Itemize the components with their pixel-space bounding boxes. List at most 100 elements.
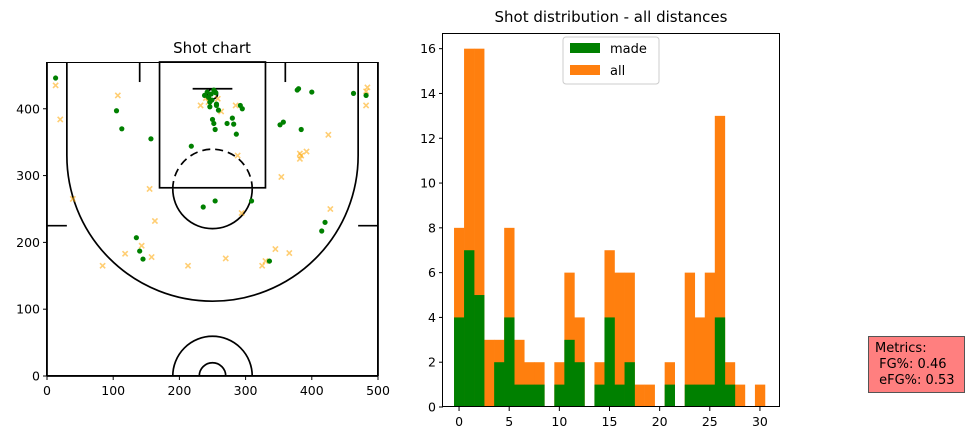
free-throw-circle-upper [171, 148, 254, 189]
made-bar [574, 362, 585, 407]
made-shot-marker [322, 219, 328, 225]
made-shot-marker [229, 115, 235, 121]
missed-shot-marker [327, 205, 334, 213]
missed-shot-marker [121, 250, 129, 257]
made-shot-marker [133, 235, 139, 241]
shot-chart-x-axis: 0 100 200 300 400 500 [43, 376, 390, 398]
y-tick-label: 100 [16, 302, 40, 317]
made-bar [464, 250, 475, 407]
made-shot-marker [266, 258, 273, 264]
missed-shot-marker [362, 88, 370, 95]
missed-shot-marker [325, 131, 332, 138]
made-bar [624, 362, 635, 407]
made-shot-marker [209, 97, 215, 103]
shot-chart-title: Shot chart [173, 39, 251, 57]
all-bar [694, 317, 706, 407]
shot-chart-y-axis: 0 100 200 300 400 [16, 101, 47, 384]
histogram-title: Shot distribution - all distances [495, 8, 728, 26]
made-shot-marker [231, 121, 237, 127]
made-shot-marker [239, 106, 245, 112]
made-bar [524, 384, 535, 407]
made-bar [614, 384, 625, 407]
all-bar [484, 339, 495, 407]
made-bar [454, 317, 465, 407]
y-tick-label: 6 [428, 265, 436, 280]
missed-shot-marker [286, 249, 293, 257]
made-shot-marker [208, 91, 214, 97]
made-shot-marker [200, 204, 206, 210]
missed-shot-marker [362, 102, 370, 109]
y-tick-label: 0 [428, 400, 436, 415]
made-shot-marker [280, 119, 286, 125]
x-tick-label: 0 [43, 383, 51, 398]
missed-shot-marker [278, 173, 285, 181]
all-bar [464, 48, 475, 408]
missed-shot-marker [57, 116, 64, 123]
histogram-x-axis: 0 5 10 15 20 25 30 [455, 407, 768, 429]
made-shot-marker [137, 248, 143, 254]
all-bar [474, 48, 485, 408]
made-shot-marker [319, 228, 325, 234]
x-tick-label: 30 [752, 414, 768, 429]
made-shot-marker [148, 136, 154, 142]
made-shot-marker [298, 126, 304, 133]
histogram-bars [454, 48, 766, 408]
histogram-y-axis: 0 2 4 6 8 10 12 14 16 [420, 41, 443, 415]
center-circle-outer [171, 335, 254, 377]
shot-points [52, 75, 371, 269]
made-shot-marker [248, 198, 255, 204]
made-shot-marker [224, 120, 230, 127]
x-tick-label: 400 [300, 383, 324, 398]
missed-shot-marker [69, 195, 76, 203]
all-bar [634, 384, 645, 407]
made-shot-marker [213, 90, 219, 96]
all-bar [754, 384, 766, 407]
made-bar [474, 295, 485, 407]
missed-shot-marker [272, 245, 279, 253]
missed-shot-marker [148, 253, 155, 261]
histogram-legend: made all [562, 36, 660, 85]
made-shot-marker [209, 116, 216, 123]
made-shot-marker [113, 108, 120, 114]
histogram-frame [442, 33, 780, 407]
missed-shot-marker [146, 185, 153, 193]
made-bar [534, 384, 545, 407]
y-tick-label: 0 [32, 369, 40, 384]
court-lines [46, 61, 379, 377]
made-shot-marker [119, 126, 125, 132]
x-tick-label: 25 [702, 414, 718, 429]
missed-shot-marker [303, 148, 310, 155]
missed-shot-marker [298, 152, 305, 159]
missed-shot-marker [222, 255, 229, 262]
x-tick-label: 100 [101, 383, 125, 398]
made-bar [724, 384, 736, 407]
made-bar [684, 384, 696, 407]
missed-shot-marker [99, 262, 106, 269]
missed-shot-marker [151, 217, 159, 225]
made-shot-marker [140, 256, 146, 262]
center-circle-inner [198, 361, 227, 377]
legend-label-all: all [610, 64, 625, 79]
made-shot-marker [188, 143, 194, 149]
missed-shot-marker [138, 242, 145, 249]
x-tick-label: 15 [602, 414, 618, 429]
all-bar [514, 339, 525, 407]
made-bar [514, 384, 525, 407]
made-shot-marker [211, 120, 217, 127]
made-bar [564, 339, 575, 407]
missed-shot-marker [296, 155, 304, 163]
made-bar [494, 362, 505, 407]
y-tick-label: 12 [420, 131, 436, 146]
made-shot-marker [213, 102, 220, 109]
y-tick-label: 4 [428, 310, 436, 325]
made-shot-marker [53, 75, 59, 81]
made-shot-marker [233, 131, 239, 137]
missed-shot-marker [52, 82, 59, 89]
made-shot-marker [212, 198, 218, 204]
y-tick-label: 400 [16, 101, 40, 116]
y-tick-label: 200 [16, 235, 40, 250]
legend-label-made: made [610, 42, 647, 57]
missed-shot-marker [214, 95, 221, 102]
y-tick-label: 8 [428, 220, 436, 235]
